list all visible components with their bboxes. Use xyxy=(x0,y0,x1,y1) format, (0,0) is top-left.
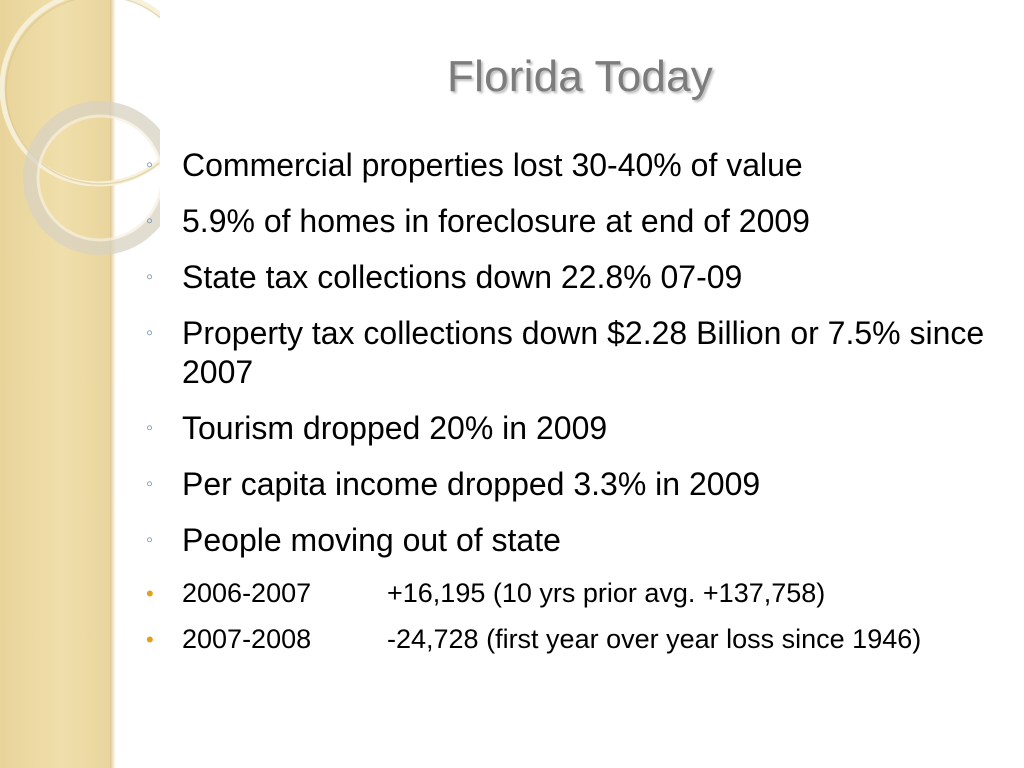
bullet-text: Commercial properties lost 30-40% of val… xyxy=(182,147,803,183)
bullet-item: ◦ People moving out of state xyxy=(146,521,996,560)
hollow-bullet-icon: ◦ xyxy=(146,210,154,232)
bullet-item: ◦ State tax collections down 22.8% 07-09 xyxy=(146,258,996,297)
sub-bullet-item: • 2007-2008 -24,728 (first year over year… xyxy=(146,623,996,656)
sub-bullet-detail: -24,728 (first year over year loss since… xyxy=(387,624,922,654)
bullet-text: Property tax collections down $2.28 Bill… xyxy=(182,315,985,390)
bullet-item: ◦ Tourism dropped 20% in 2009 xyxy=(146,409,996,448)
decorative-side-band xyxy=(0,0,112,768)
bullet-list: ◦ Commercial properties lost 30-40% of v… xyxy=(146,146,996,669)
bullet-text: People moving out of state xyxy=(182,522,561,558)
sub-bullet-years: 2006-2007 xyxy=(182,578,312,608)
hollow-bullet-icon: ◦ xyxy=(146,473,154,495)
bullet-item: ◦ 5.9% of homes in foreclosure at end of… xyxy=(146,202,996,241)
hollow-bullet-icon: ◦ xyxy=(146,154,154,176)
hollow-bullet-icon: ◦ xyxy=(146,322,154,344)
dot-bullet-icon: • xyxy=(146,627,154,652)
bullet-item: ◦ Commercial properties lost 30-40% of v… xyxy=(146,146,996,185)
bullet-item: ◦ Property tax collections down $2.28 Bi… xyxy=(146,314,996,392)
sub-bullet-item: • 2006-2007 +16,195 (10 yrs prior avg. +1… xyxy=(146,577,996,610)
bullet-text: Per capita income dropped 3.3% in 2009 xyxy=(182,466,761,502)
dot-bullet-icon: • xyxy=(146,581,154,606)
hollow-bullet-icon: ◦ xyxy=(146,529,154,551)
slide-title: Florida Today xyxy=(447,52,713,101)
bullet-text: Tourism dropped 20% in 2009 xyxy=(182,410,608,446)
sub-bullet-detail: +16,195 (10 yrs prior avg. +137,758) xyxy=(387,578,826,608)
bullet-item: ◦ Per capita income dropped 3.3% in 2009 xyxy=(146,465,996,504)
bullet-text: State tax collections down 22.8% 07-09 xyxy=(182,259,743,295)
sub-bullet-years: 2007-2008 xyxy=(182,624,312,654)
bullet-text: 5.9% of homes in foreclosure at end of 2… xyxy=(182,203,810,239)
side-band-edge xyxy=(110,0,116,768)
hollow-bullet-icon: ◦ xyxy=(146,266,154,288)
hollow-bullet-icon: ◦ xyxy=(146,417,154,439)
